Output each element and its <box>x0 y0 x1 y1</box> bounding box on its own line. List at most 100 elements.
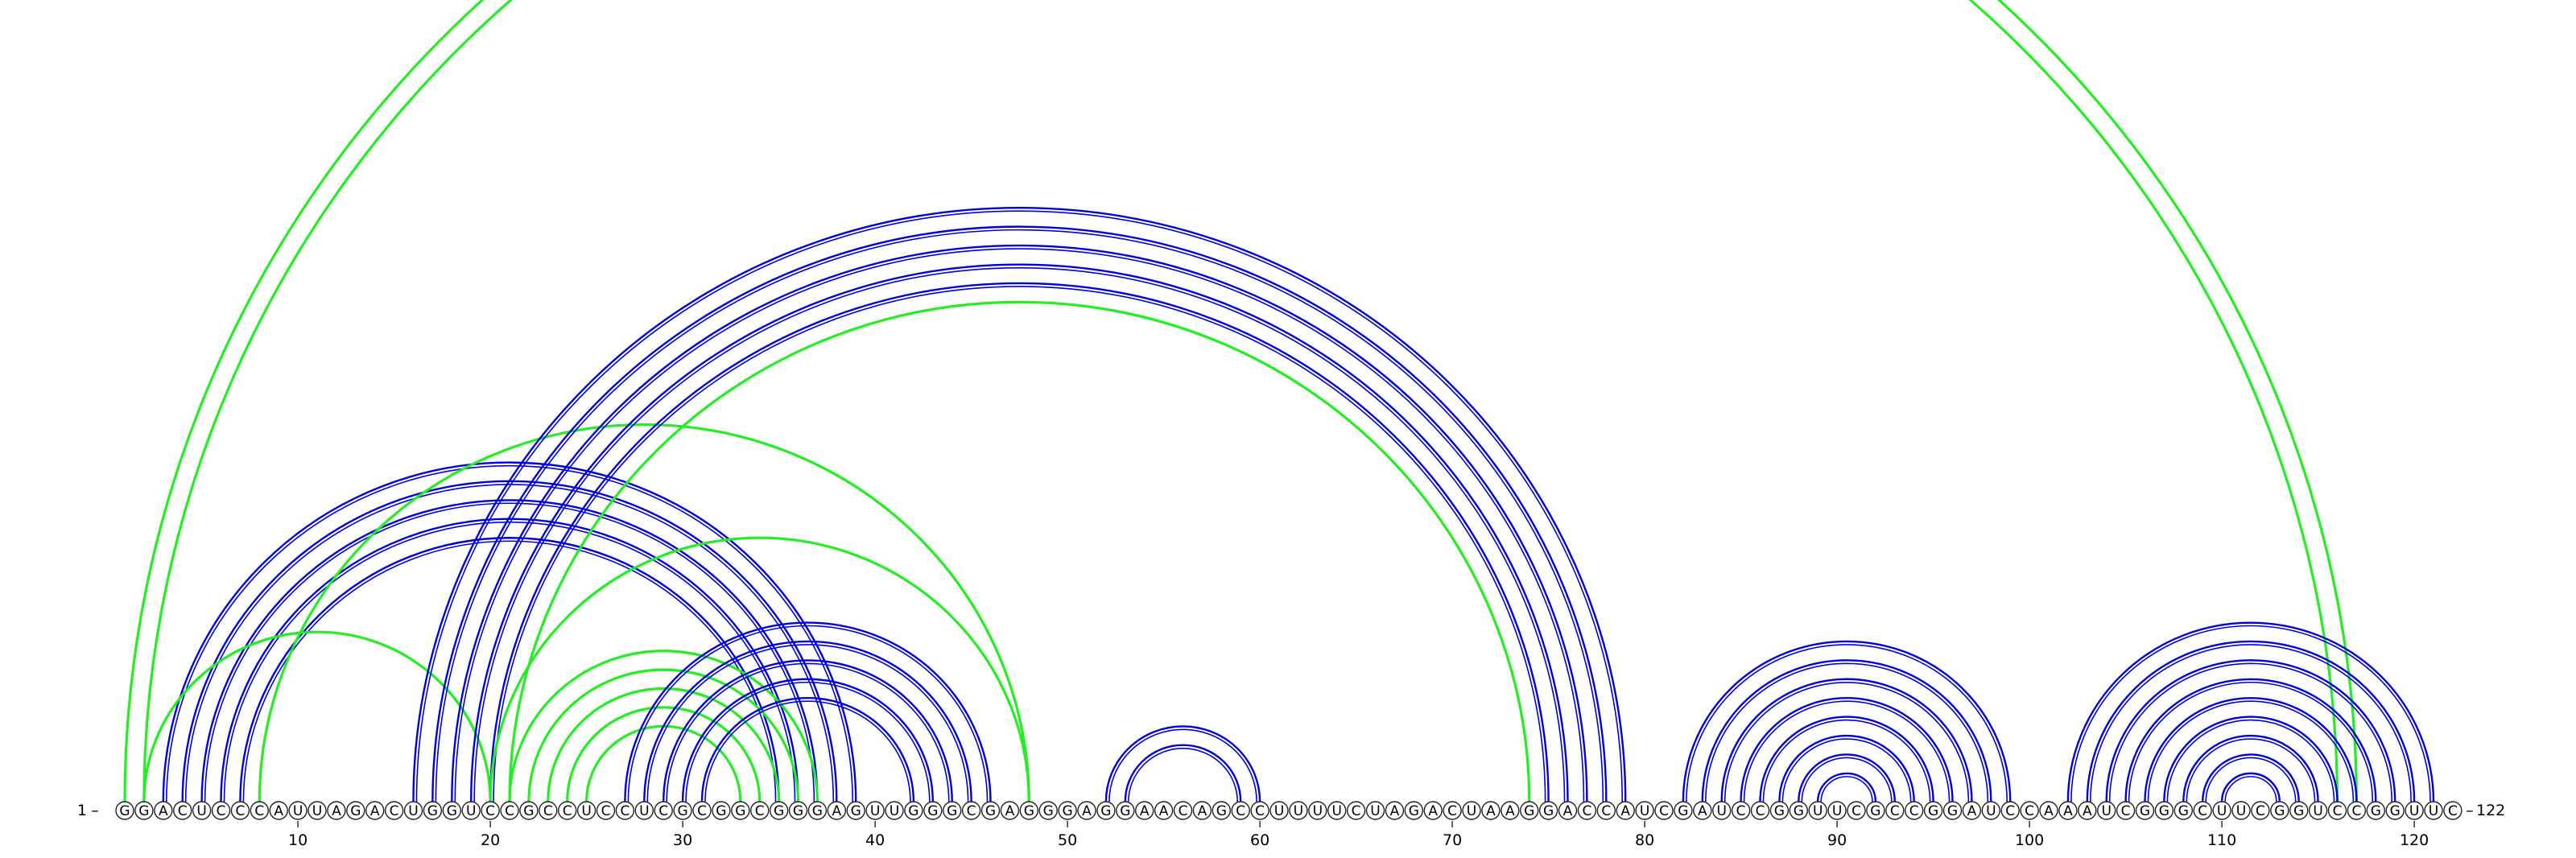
base-pair-arc <box>1701 659 1992 802</box>
base-node <box>807 801 828 820</box>
base-node <box>1269 801 1289 820</box>
base-node <box>1038 801 1058 820</box>
base-letter: G <box>138 803 149 819</box>
base-letter: A <box>370 803 380 819</box>
base-letter: G <box>2390 803 2401 819</box>
base-node <box>1616 801 1635 820</box>
base-pair-arc <box>2202 753 2300 802</box>
base-letter: U <box>2101 803 2111 819</box>
base-node <box>2424 801 2443 820</box>
base-letter: C <box>1352 803 1361 819</box>
base-pair-arc <box>1817 772 1877 802</box>
base-node <box>250 801 269 820</box>
base-letter: U <box>1832 803 1842 819</box>
base-letter: C <box>1736 803 1746 819</box>
base-node <box>2327 801 2347 820</box>
base-pair-arc <box>142 0 2339 802</box>
base-letter: G <box>447 803 457 819</box>
base-pair-arc <box>2147 700 2355 802</box>
base-letter: C <box>1852 803 1861 819</box>
base-letter: G <box>1928 803 1938 819</box>
base-letter: C <box>505 803 514 819</box>
base-letter: G <box>1794 803 1804 819</box>
end-dash: – <box>2466 802 2474 819</box>
base-pair-arc <box>1801 757 1893 802</box>
base-pair-arc <box>1124 744 1242 802</box>
base-node <box>769 801 789 820</box>
base-letter: G <box>1043 803 1054 819</box>
base-node <box>269 801 288 820</box>
base-letter: G <box>1409 803 1419 819</box>
base-letter: G <box>1024 803 1034 819</box>
base-letter: G <box>716 803 726 819</box>
base-pair-arc <box>2090 644 2412 802</box>
base-node <box>634 801 654 820</box>
base-letter: G <box>1063 803 1073 819</box>
base-pair-arc <box>431 225 1608 802</box>
base-letter: U <box>466 803 476 819</box>
base-node <box>1212 801 1232 820</box>
base-letter: G <box>793 803 803 819</box>
base-letter: A <box>274 803 283 819</box>
base-node <box>1885 801 1905 820</box>
base-node <box>1192 801 1212 820</box>
base-node <box>500 801 519 820</box>
base-node <box>692 801 712 820</box>
base-node <box>2154 801 2174 820</box>
base-pair-arc <box>2220 772 2281 802</box>
base-letter: U <box>196 803 206 819</box>
base-letter: G <box>735 803 745 819</box>
base-pair-arc <box>700 696 915 802</box>
base-pair-arc <box>2105 659 2396 802</box>
base-node <box>865 801 885 820</box>
base-node <box>596 801 616 820</box>
base-letter: A <box>1486 803 1496 819</box>
base-letter: U <box>1370 803 1380 819</box>
base-pair-arc <box>663 659 953 802</box>
base-pair-arc <box>1820 776 1873 802</box>
base-pair-arc <box>1682 640 2012 802</box>
base-letter: C <box>755 803 765 819</box>
axis-tick-label: 120 <box>2400 831 2429 849</box>
base-pair-arc <box>473 266 1566 802</box>
base-letter: G <box>2371 803 2381 819</box>
base-pair-arc <box>1720 678 1973 802</box>
base-node <box>403 801 423 820</box>
start-dash: – <box>91 802 99 819</box>
base-letter: C <box>658 803 668 819</box>
base-node <box>750 801 770 820</box>
base-node <box>2405 801 2424 820</box>
base-node <box>2251 801 2270 820</box>
base-node <box>211 801 231 820</box>
base-node <box>346 801 365 820</box>
base-node <box>2193 801 2212 820</box>
base-letter: C <box>235 803 245 819</box>
base-node <box>2135 801 2155 820</box>
base-letter: G <box>985 803 996 819</box>
base-pair-arc <box>2128 682 2374 802</box>
base-pair-arc <box>412 207 1627 802</box>
base-pair-arc <box>454 248 1585 802</box>
base-pair-arc <box>1740 696 1954 802</box>
base-node <box>923 801 943 820</box>
base-letter: U <box>1331 803 1341 819</box>
base-pair-arc <box>435 229 1604 802</box>
base-letter: G <box>1120 803 1130 819</box>
base-pair-arc <box>2205 757 2297 802</box>
base-letter: A <box>1698 803 1707 819</box>
base-letter: U <box>2217 803 2227 819</box>
axis-tick-label: 110 <box>2207 831 2236 849</box>
base-node <box>2116 801 2136 820</box>
base-letter: C <box>1756 803 1765 819</box>
base-pair-arc <box>681 678 934 802</box>
base-pair-arc <box>2124 678 2377 802</box>
base-letter: G <box>523 803 534 819</box>
base-letter: C <box>178 803 188 819</box>
base-node <box>2308 801 2328 820</box>
base-letter: A <box>1620 803 1630 819</box>
base-pair-arc <box>2086 640 2416 802</box>
base-node <box>288 801 308 820</box>
base-pair-arc <box>162 461 857 802</box>
base-node <box>2078 801 2097 820</box>
base-letter: C <box>2025 803 2034 819</box>
